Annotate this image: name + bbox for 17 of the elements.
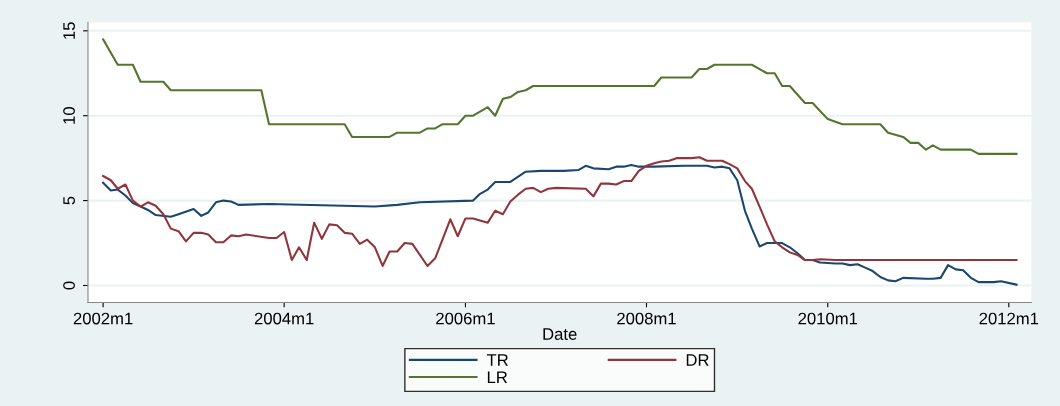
y-tick-label: 10 <box>63 107 75 124</box>
legend-label: TR <box>486 354 508 366</box>
x-tick-label: 2010m1 <box>798 312 858 325</box>
y-tick-label: 5 <box>63 196 75 205</box>
x-tick-label: 2002m1 <box>73 312 133 325</box>
legend-label: DR <box>686 354 709 366</box>
y-tick-label: 15 <box>63 22 75 39</box>
x-tick-label: 2006m1 <box>436 312 495 325</box>
line-series <box>102 38 1018 155</box>
y-tick-label: 0 <box>63 281 75 290</box>
line-series <box>102 163 1018 286</box>
x-tick-label: 2012m1 <box>979 312 1039 325</box>
line-series <box>102 156 1018 268</box>
legend-label: LR <box>487 371 508 383</box>
x-tick-label: 2004m1 <box>254 312 314 325</box>
x-tick-label: 2008m1 <box>617 312 676 325</box>
x-axis-title: Date <box>543 328 577 340</box>
